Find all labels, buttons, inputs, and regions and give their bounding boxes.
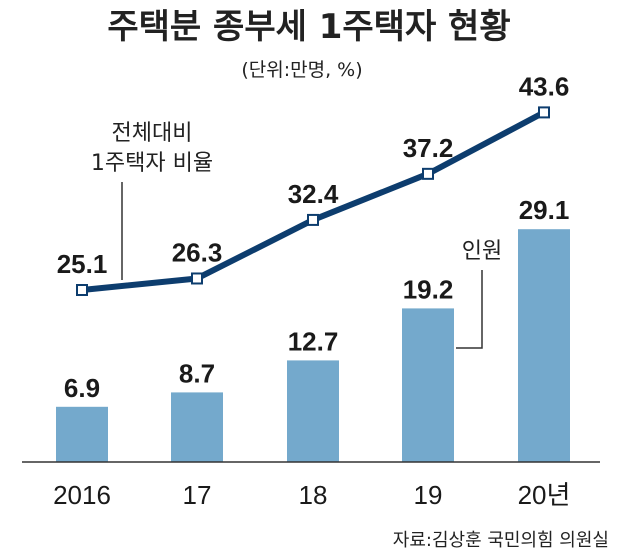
line-value-label-2: 32.4 — [288, 179, 339, 209]
x-tick-label-2: 18 — [299, 480, 328, 510]
line-value-label-4: 43.6 — [519, 71, 570, 101]
x-tick-label-3: 19 — [414, 480, 443, 510]
chart-title: 주택분 종부세 1주택자 현황 — [107, 7, 510, 47]
ticks-layer: 2016 17 18 19 20년 — [53, 480, 570, 510]
labels-layer: 6.9 8.7 12.7 19.2 29.1 25.1 26.3 32.4 37.2 43.6 — [57, 71, 570, 402]
line-point-4 — [538, 106, 550, 119]
bar-value-label-0: 6.9 — [64, 373, 100, 403]
bar-1 — [171, 392, 223, 462]
x-tick-label-0: 2016 — [53, 480, 111, 510]
bar-0 — [56, 406, 108, 462]
bar-value-label-4: 29.1 — [519, 195, 570, 225]
line-series-label-line1: 전체대비 — [112, 121, 193, 146]
line-value-label-1: 26.3 — [172, 237, 223, 267]
bar-series-label: 인원 — [462, 239, 502, 264]
bars-layer — [56, 229, 570, 462]
line-point-2 — [307, 213, 319, 226]
bar-value-label-3: 19.2 — [403, 274, 454, 304]
source-note: 자료:김상훈 국민의힘 의원실 — [393, 530, 609, 551]
line-series-label-line2: 1주택자 비율 — [91, 151, 213, 176]
line-layer — [76, 106, 550, 296]
bar-series-leader — [456, 270, 483, 349]
bar-4 — [518, 229, 570, 462]
line-point-3 — [422, 167, 434, 180]
unit-label: (단위:만명, %) — [241, 59, 362, 81]
bar-2 — [287, 360, 339, 462]
line-point-1 — [191, 272, 203, 285]
line-point-0 — [76, 284, 88, 296]
bar-3 — [402, 308, 454, 462]
x-tick-label-4: 20년 — [518, 480, 571, 510]
x-tick-label-1: 17 — [183, 480, 212, 510]
bar-value-label-2: 12.7 — [288, 326, 339, 356]
bar-value-label-1: 8.7 — [179, 358, 215, 388]
line-value-label-3: 37.2 — [403, 133, 454, 163]
line-value-label-0: 25.1 — [57, 249, 108, 279]
